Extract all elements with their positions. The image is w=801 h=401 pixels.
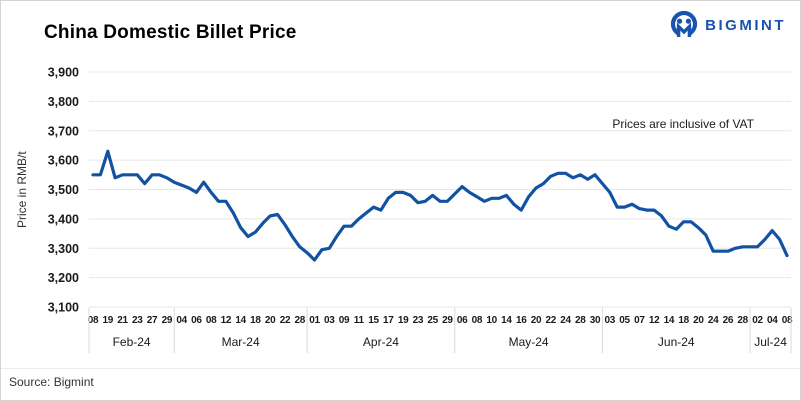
x-day-label: 23: [132, 315, 143, 326]
x-day-label: 16: [516, 315, 527, 326]
x-day-label: 29: [162, 315, 173, 326]
x-month-label: Feb-24: [113, 335, 151, 349]
x-day-label: 12: [221, 315, 232, 326]
y-tick-label: 3,200: [48, 271, 79, 285]
brand-name: BIGMINT: [705, 17, 786, 34]
x-day-label: 14: [664, 315, 675, 326]
x-day-label: 17: [383, 315, 394, 326]
y-tick-label: 3,900: [48, 66, 79, 80]
x-day-label: 21: [117, 315, 128, 326]
x-day-label: 08: [206, 315, 217, 326]
x-day-label: 07: [634, 315, 645, 326]
x-day-label: 18: [678, 315, 689, 326]
x-day-label: 03: [605, 315, 616, 326]
x-day-label: 20: [265, 315, 276, 326]
x-day-label: 09: [339, 315, 350, 326]
x-day-label: 28: [294, 315, 305, 326]
x-month-label: May-24: [509, 335, 549, 349]
footer-divider: [1, 368, 800, 369]
x-day-label: 22: [545, 315, 556, 326]
y-tick-label: 3,100: [48, 301, 79, 315]
x-day-label: 06: [191, 315, 202, 326]
x-day-label: 30: [590, 315, 601, 326]
y-tick-label: 3,800: [48, 95, 79, 109]
y-tick-label: 3,700: [48, 124, 79, 138]
x-day-label: 15: [368, 315, 379, 326]
x-day-label: 26: [723, 315, 734, 326]
x-day-label: 04: [176, 315, 187, 326]
y-tick-label: 3,300: [48, 242, 79, 256]
x-day-label: 24: [708, 315, 719, 326]
bigmint-icon: [669, 10, 699, 41]
source-note: Source: Bigmint: [9, 375, 94, 389]
x-day-label: 20: [693, 315, 704, 326]
x-day-label: 11: [354, 315, 365, 326]
x-day-label: 08: [472, 315, 483, 326]
x-day-label: 08: [88, 315, 99, 326]
x-month-label: Apr-24: [363, 335, 399, 349]
x-day-label: 03: [324, 315, 335, 326]
x-day-label: 22: [280, 315, 291, 326]
x-day-label: 06: [457, 315, 468, 326]
y-tick-label: 3,500: [48, 183, 79, 197]
x-day-label: 10: [486, 315, 497, 326]
x-day-label: 05: [619, 315, 630, 326]
x-month-label: Jul-24: [754, 335, 787, 349]
x-day-label: 19: [103, 315, 114, 326]
x-day-label: 24: [560, 315, 571, 326]
y-tick-label: 3,600: [48, 154, 79, 168]
x-day-label: 19: [398, 315, 409, 326]
x-day-label: 27: [147, 315, 158, 326]
y-tick-label: 3,400: [48, 212, 79, 226]
x-day-label: 12: [649, 315, 660, 326]
price-line: [91, 149, 789, 262]
x-day-label: 18: [250, 315, 261, 326]
y-axis-title: Price in RMB/t: [15, 151, 29, 229]
brand-logo: BIGMINT: [669, 10, 786, 41]
x-month-label: Jun-24: [658, 335, 695, 349]
x-day-label: 04: [767, 315, 778, 326]
x-day-label: 14: [235, 315, 246, 326]
x-day-label: 29: [442, 315, 453, 326]
x-day-label: 02: [752, 315, 763, 326]
x-day-label: 25: [427, 315, 438, 326]
x-month-label: Mar-24: [222, 335, 260, 349]
x-day-label: 28: [737, 315, 748, 326]
vat-annotation: Prices are inclusive of VAT: [612, 117, 754, 131]
x-day-label: 28: [575, 315, 586, 326]
page-title: China Domestic Billet Price: [44, 22, 297, 43]
x-day-label: 08: [782, 315, 793, 326]
x-day-label: 14: [501, 315, 512, 326]
x-day-label: 01: [309, 315, 320, 326]
x-day-label: 23: [413, 315, 424, 326]
x-day-label: 20: [531, 315, 542, 326]
